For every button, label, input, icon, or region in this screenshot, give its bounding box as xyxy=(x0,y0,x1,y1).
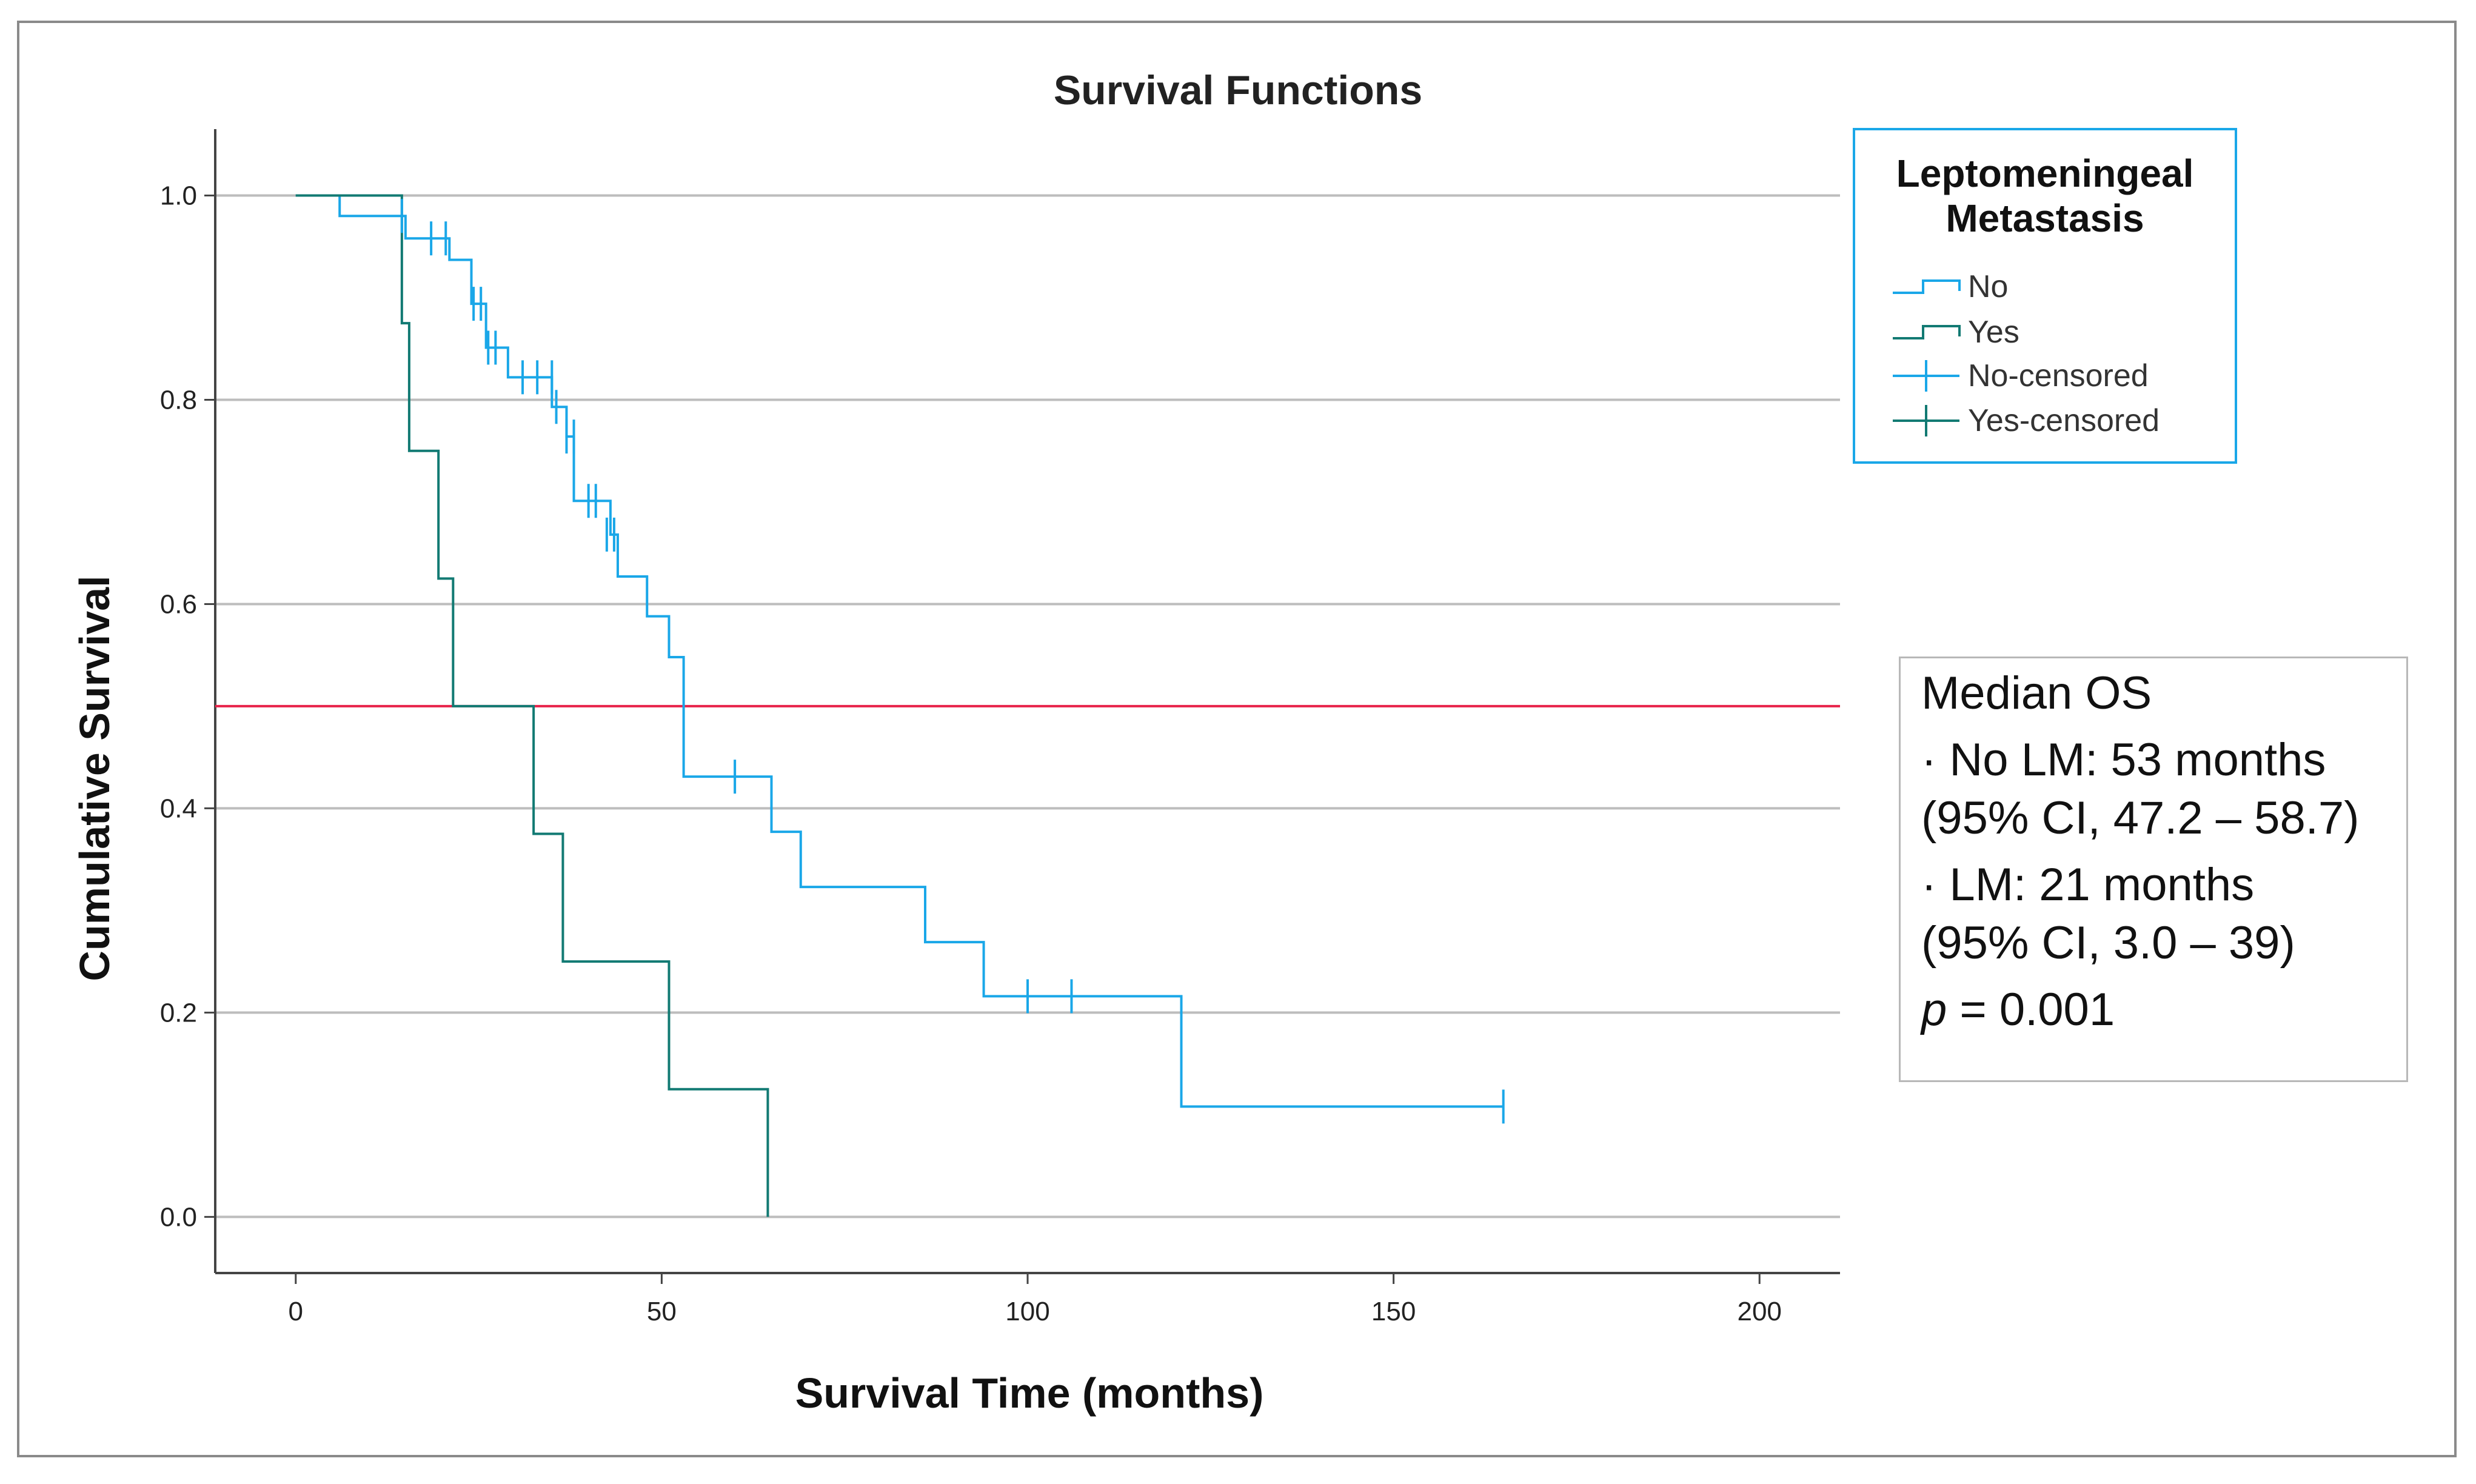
survival-curves xyxy=(295,194,1504,1217)
legend-swatch-no-censored xyxy=(1893,360,1959,392)
median-os-annotation: Median OS · No LM: 53 months (95% CI, 47… xyxy=(1899,657,2408,1082)
legend-title-line-1: Leptomeningeal xyxy=(1896,152,2194,195)
x-tick-label-0: 0 xyxy=(289,1297,303,1326)
y-tick-label-4: 0.8 xyxy=(160,385,197,415)
curve-yes xyxy=(295,194,769,1217)
censor-marks xyxy=(400,199,1505,1124)
legend-label-no-censored: No-censored xyxy=(1968,358,2149,393)
x-tick-label-1: 50 xyxy=(647,1297,677,1326)
y-tick-label-5: 1.0 xyxy=(160,181,197,211)
legend-swatch-yes-censored xyxy=(1893,405,1959,436)
legend: Leptomeningeal Metastasis No Yes No-cens… xyxy=(1853,128,2237,464)
y-tick-label-3: 0.6 xyxy=(160,589,197,619)
median-os-no-lm: · No LM: 53 months xyxy=(1921,734,2326,786)
median-os-lm: · LM: 21 months xyxy=(1921,859,2255,911)
curve-no xyxy=(295,194,1504,1108)
legend-label-no: No xyxy=(1968,269,2008,304)
y-tick-label-2: 0.4 xyxy=(160,794,197,823)
median-os-lm-ci: (95% CI, 3.0 – 39) xyxy=(1921,917,2295,969)
legend-box xyxy=(1853,128,2237,464)
x-tick-label-3: 150 xyxy=(1371,1297,1416,1326)
x-tick-label-4: 200 xyxy=(1737,1297,1781,1326)
p-value-line: p = 0.001 xyxy=(1921,987,2406,1033)
p-label: p xyxy=(1921,984,1947,1035)
legend-swatch-yes xyxy=(1893,325,1961,339)
legend-title-line-2: Metastasis xyxy=(1946,196,2144,240)
axes xyxy=(204,129,1840,1284)
x-tick-label-2: 100 xyxy=(1005,1297,1049,1326)
y-axis-title: Cumulative Survival xyxy=(71,575,118,981)
median-os-no-lm-ci: (95% CI, 47.2 – 58.7) xyxy=(1921,792,2360,844)
tick-labels: 0.0 0.2 0.4 0.6 0.8 1.0 0 50 100 150 200 xyxy=(160,181,1782,1326)
legend-swatch-no xyxy=(1893,279,1961,294)
legend-label-yes: Yes xyxy=(1968,315,2019,350)
y-tick-label-0: 0.0 xyxy=(160,1202,197,1232)
p-value: = 0.001 xyxy=(1947,984,2115,1035)
chart-title: Survival Functions xyxy=(1054,67,1422,113)
y-tick-label-1: 0.2 xyxy=(160,998,197,1028)
legend-label-yes-censored: Yes-censored xyxy=(1968,403,2160,438)
x-axis-title: Survival Time (months) xyxy=(795,1369,1264,1417)
median-os-title: Median OS xyxy=(1921,667,2152,719)
